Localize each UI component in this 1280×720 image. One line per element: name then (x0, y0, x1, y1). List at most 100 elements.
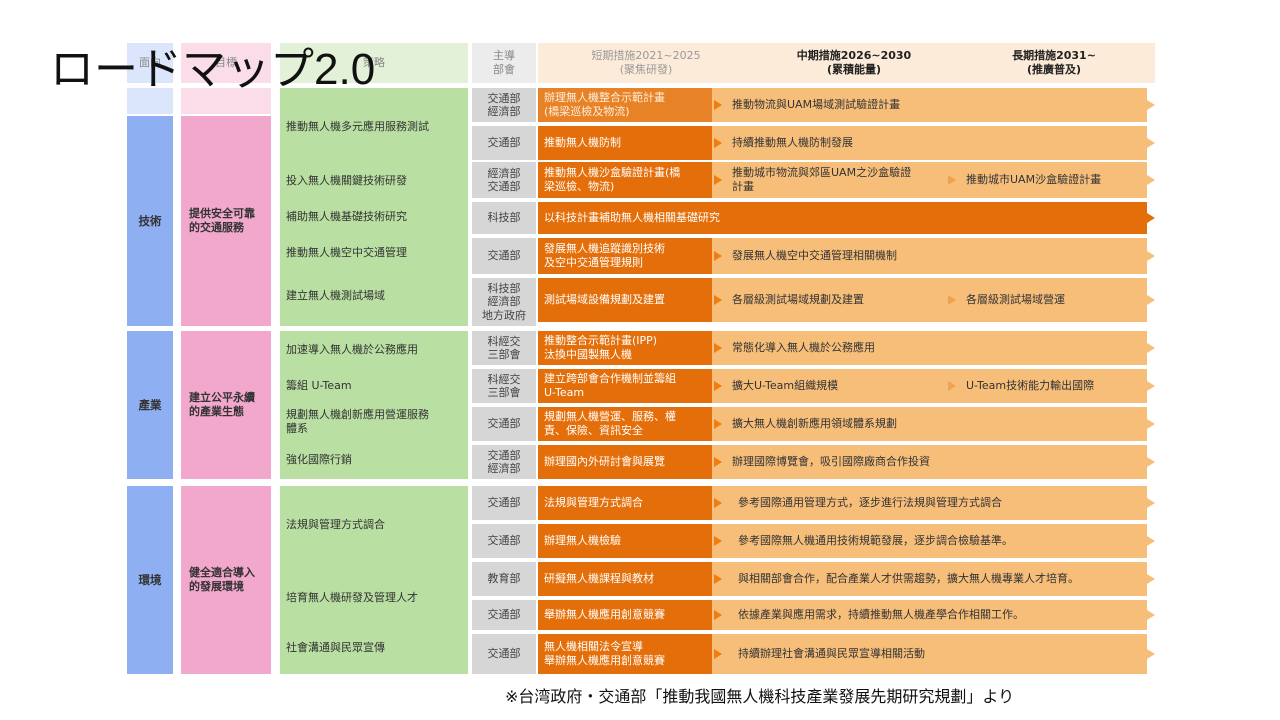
short-term-cell: 發展無人機追蹤識別技術 及空中交通管理規則 (538, 238, 712, 274)
header-mid-term: 中期措施2026~2030 (累積能量) (796, 49, 912, 76)
arrow-icon (714, 574, 722, 584)
strategy-item: 強化國際行銷 (286, 452, 352, 466)
arrow-icon (714, 457, 722, 467)
arrow-icon (714, 343, 722, 353)
strategy-item: 培育無人機研發及管理人才 (286, 590, 418, 604)
dept-cell: 科經交 三部會 (472, 369, 536, 403)
header-dept: 主導 部會 (472, 43, 536, 83)
mid-term-cell: 持續推動無人機防制發展 (732, 136, 853, 150)
strategy-item: 法規與管理方式調合 (286, 517, 385, 531)
mid-term-cell: 常態化導入無人機於公務應用 (732, 341, 875, 355)
arrow-icon (1147, 498, 1155, 508)
dept-cell: 交通部 (472, 126, 536, 160)
dept-cell: 交通部 (472, 524, 536, 558)
short-term-cell: 研擬無人機課程與教材 (538, 562, 712, 596)
header-short-term: 短期措施2021~2025 (聚焦研發) (591, 49, 701, 76)
short-term-cell: 測試場域設備規劃及建置 (538, 278, 712, 322)
arrow-icon (948, 381, 956, 391)
arrow-icon (714, 138, 722, 148)
header-goal: 目標 (181, 43, 271, 83)
strategy-item: 建立無人機測試場域 (286, 288, 385, 302)
strategy-item: 投入無人機關鍵技術研發 (286, 173, 407, 187)
mid-term-cell: 推動城市物流與郊區UAM之沙盒驗證 計畫 (732, 166, 912, 193)
arrow-icon (1147, 610, 1155, 620)
arrow-icon (714, 175, 722, 185)
short-term-cell: 舉辦無人機應用創意競賽 (538, 600, 712, 630)
header-bg (538, 43, 1155, 83)
mid-term-cell: 持續辦理社會溝通與民眾宣導相關活動 (738, 647, 925, 661)
arrow-icon (714, 295, 722, 305)
arrow-icon (714, 610, 722, 620)
short-term-cell: 規劃無人機營運、服務、權 責、保險、資訊安全 (538, 407, 712, 441)
dept-cell: 交通部 (472, 407, 536, 441)
arrow-icon (1147, 649, 1155, 659)
arrow-icon (1147, 343, 1155, 353)
arrow-icon (1147, 295, 1155, 305)
arrow-icon (1147, 175, 1155, 185)
strategy-item: 規劃無人機創新應用營運服務 體系 (286, 407, 429, 435)
mid-term-cell: 辦理國際博覽會，吸引國際廠商合作投資 (732, 455, 930, 469)
short-term-cell: 法規與管理方式調合 (538, 486, 712, 520)
strategy-bg-industry (280, 331, 468, 479)
header-long-term: 長期措施2031~ (推廣普及) (1012, 49, 1096, 76)
arrow-icon (714, 381, 722, 391)
long-term-cell: 推動城市UAM沙盒驗證計畫 (966, 173, 1102, 187)
spacer-goal (181, 88, 271, 114)
strategy-item: 補助無人機基礎技術研究 (286, 209, 407, 223)
short-term-cell: 辦理無人機整合示範計畫 (橋梁巡檢及物流) (538, 88, 712, 122)
goal-technology: 提供安全可靠 的交通服務 (181, 116, 271, 326)
strategy-item: 籌組 U-Team (286, 378, 352, 392)
mid-term-cell: 依據產業與應用需求，持續推動無人機產學合作相關工作。 (738, 608, 1024, 622)
mid-term-cell: 擴大無人機創新應用領域體系規劃 (732, 417, 897, 431)
mid-term-cell: 參考國際通用管理方式，逐步進行法規與管理方式調合 (738, 496, 1002, 510)
arrow-icon (1147, 419, 1155, 429)
arrow-icon (1147, 381, 1155, 391)
arrow-icon (948, 175, 956, 185)
mid-term-cell: 發展無人機空中交通管理相關機制 (732, 249, 897, 263)
arrow-icon (1147, 574, 1155, 584)
long-term-cell: U-Team技術能力輸出國際 (966, 379, 1095, 393)
dept-cell: 科經交 三部會 (472, 331, 536, 365)
header-area: 面向 (127, 43, 173, 83)
arrow-icon (948, 295, 956, 305)
dept-cell: 交通部 經濟部 (472, 88, 536, 122)
dept-cell: 交通部 經濟部 (472, 445, 536, 479)
short-term-cell: 推動無人機沙盒驗證計畫(橋 梁巡檢、物流) (538, 162, 712, 198)
strategy-item: 加速導入無人機於公務應用 (286, 342, 418, 356)
strategy-item: 推動無人機空中交通管理 (286, 245, 407, 259)
arrow-icon (1147, 457, 1155, 467)
strategy-item: 社會溝通與民眾宣傳 (286, 640, 385, 654)
dept-cell: 交通部 (472, 486, 536, 520)
mid-term-cell: 擴大U-Team組織規模 (732, 379, 839, 393)
arrow-icon (714, 100, 722, 110)
spacer-area (127, 88, 173, 114)
header-strategy: 策略 (280, 43, 468, 83)
short-term-cell: 無人機相關法令宣導 舉辦無人機應用創意競賽 (538, 634, 712, 674)
strategy-item: 推動無人機多元應用服務測試 (286, 119, 429, 133)
arrow-icon (1147, 213, 1155, 223)
strategy-bg-technology (280, 88, 468, 326)
arrow-icon (714, 498, 722, 508)
short-term-cell: 推動整合示範計畫(IPP) 汰換中國製無人機 (538, 331, 712, 365)
goal-environment: 健全適合導入 的發展環境 (181, 486, 271, 674)
dept-cell: 交通部 (472, 238, 536, 274)
short-term-cell: 建立跨部會合作機制並籌組 U-Team (538, 369, 712, 403)
short-term-cell: 辦理無人機檢驗 (538, 524, 712, 558)
arrow-icon (714, 536, 722, 546)
arrow-icon (1147, 100, 1155, 110)
page-title: ロードマップ2.0 (50, 45, 376, 94)
arrow-icon (714, 649, 722, 659)
strategy-bg-environment (280, 486, 468, 674)
short-term-cell: 以科技計畫補助無人機相關基礎研究 (538, 202, 1147, 234)
mid-term-cell: 與相關部會合作，配合產業人才供需趨勢，擴大無人機專業人才培育。 (738, 572, 1079, 586)
arrow-icon (714, 251, 722, 261)
dept-cell: 交通部 (472, 600, 536, 630)
dept-cell: 經濟部 交通部 (472, 162, 536, 198)
arrow-icon (714, 419, 722, 429)
dept-cell: 交通部 (472, 634, 536, 674)
short-term-cell: 辦理國內外研討會與展覽 (538, 445, 712, 479)
arrow-icon (1147, 251, 1155, 261)
mid-term-cell: 推動物流與UAM場域測試驗證計畫 (732, 98, 901, 112)
dept-cell: 科技部 (472, 202, 536, 234)
arrow-icon (1147, 536, 1155, 546)
